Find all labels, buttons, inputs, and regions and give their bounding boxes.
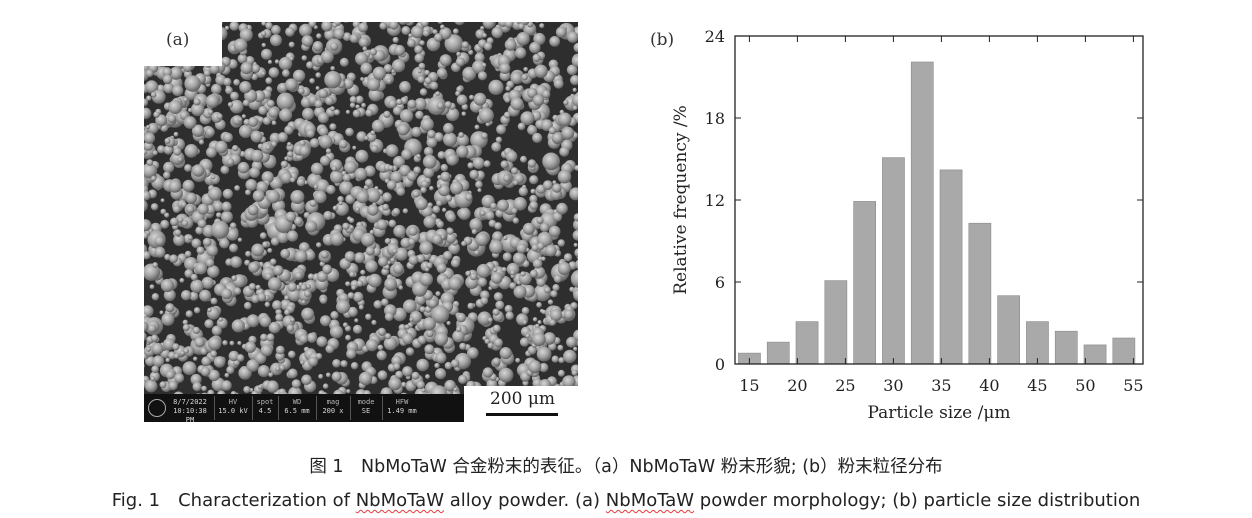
x-tick-label: 20 [787,376,807,395]
y-axis-label: Relative frequency /% [671,105,691,295]
x-tick-label: 45 [1027,376,1047,395]
databar-value: 1.49 mm [387,407,417,415]
scale-bar: 200 μm [464,386,578,422]
caption-english: Fig. 1 Characterization of NbMoTaW alloy… [0,486,1252,512]
histogram-bar [853,201,877,365]
databar-header: HFW [395,398,409,406]
databar-mag: mag 200 x [318,398,348,416]
databar-value: 200 x [322,407,344,415]
histogram-bar [1054,330,1078,365]
histogram-bar [1026,321,1049,365]
x-tick-label: 15 [739,376,759,395]
databar-hv: HV 15.0 kV [216,398,250,416]
caption-en-suffix: powder morphology; (b) particle size dis… [694,490,1141,511]
databar-header: mode [357,398,375,406]
histogram-bar [795,321,819,365]
sem-databar: 8/7/2022 10:10:38 PM HV 15.0 kV spot 4.5… [144,394,464,425]
databar-header: HV [228,398,238,406]
databar-value: 6.5 mm [284,407,310,415]
x-tick-label: 40 [979,376,999,395]
databar-date: 8/7/2022 [173,398,207,406]
histogram-bar [882,157,905,365]
x-tick-label: 50 [1075,376,1095,395]
x-tick-label: 55 [1123,376,1143,395]
particle-size-histogram: 15 20 25 30 35 40 45 50 55 0 6 12 18 24 Particle size … [671,27,1144,423]
histogram-bar [939,169,963,365]
y-tick-label: 24 [705,27,725,46]
y-tick-label: 12 [705,191,725,210]
databar-wd: WD 6.5 mm [280,398,314,416]
scale-bar-label: 200 μm [490,389,556,409]
caption-en-prefix: Fig. 1 Characterization of [111,490,356,511]
databar-hfw: HFW 1.49 mm [384,398,420,416]
databar-header: spot [256,398,274,406]
caption-alloy-name: NbMoTaW [605,490,695,511]
y-tick-label: 6 [715,273,725,292]
databar-value: 4.5 [258,407,272,415]
y-tick-label: 18 [705,109,725,128]
databar-mode: mode SE [352,398,380,416]
y-tick-label: 0 [715,355,725,374]
sem-micrograph-panel: (a) 8/7/2022 10:10:38 PM HV 15.0 kV spot… [144,22,578,425]
databar-time: 10:10:38 PM [173,407,207,424]
histogram-bar [824,280,848,365]
caption-en-mid: alloy powder. (a) [444,490,606,511]
databar-spot: spot 4.5 [254,398,276,416]
histogram-bar [766,341,790,365]
databar-datetime: 8/7/2022 10:10:38 PM [170,398,210,425]
scale-bar-line [486,413,558,416]
caption-alloy-name: NbMoTaW [355,490,444,511]
panel-b-label: (b) [650,30,675,50]
instrument-logo-icon [148,399,166,417]
x-tick-label: 35 [931,376,951,395]
histogram-bar [910,61,934,365]
caption-chinese: 图 1 NbMoTaW 合金粉末的表征。（a）NbMoTaW 粉末形貌; (b）… [309,457,943,477]
histogram-bar [1112,337,1136,365]
databar-value: SE [361,407,371,415]
databar-value: 15.0 kV [218,407,248,415]
plot-frame [734,35,1144,365]
x-tick-label: 25 [835,376,855,395]
histogram-bar [1083,344,1107,365]
databar-header: mag [326,398,340,406]
databar-header: WD [292,398,302,406]
histogram-bar [997,295,1021,365]
panel-a-label: (a) [166,30,190,50]
histogram-bar [968,222,992,365]
x-tick-label: 30 [883,376,903,395]
sem-micrograph-image [144,22,578,422]
x-axis-label: Particle size /μm [867,403,1010,423]
